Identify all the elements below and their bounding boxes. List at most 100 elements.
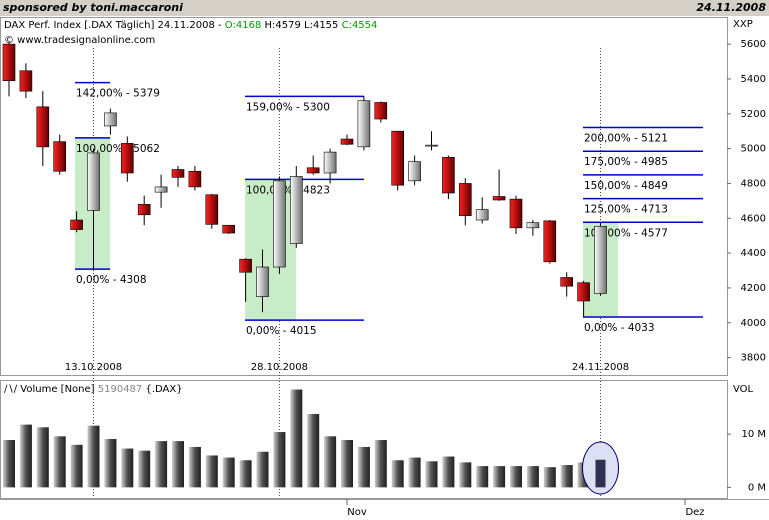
volume-bar [53,436,66,488]
y-tick-label: 5400 [741,74,766,85]
fib-label: 100,00% - 4823 [246,184,330,196]
volume-bar [205,455,218,488]
candle-down [19,70,33,92]
candle-down [340,138,354,145]
title-open: O:4168 [225,20,262,31]
volume-bar [374,440,387,488]
x-tick-label: 13.10.2008 [65,362,122,373]
volume-bar-highlighted [595,459,606,488]
volume-tick-label: 0 M [748,482,766,493]
y-tick-label: 4600 [741,213,766,224]
candle-down [2,43,16,81]
y-tick-label: 4800 [741,178,766,189]
candle-up [323,151,337,174]
candle-down [560,277,574,287]
y-tick-label: 4400 [741,248,766,259]
x-tick-label: 24.11.2008 [572,362,629,373]
fib-label: 0,00% - 4033 [584,322,655,334]
candle-up [425,144,438,147]
candle-down [239,258,252,273]
candle-down [53,141,67,172]
volume-bar [70,444,83,488]
candle-down [577,282,590,302]
title-text: DAX Perf. Index [.DAX Täglich] 24.11.200… [4,20,222,31]
volume-bar [510,466,522,488]
y-tick-label: 5200 [741,109,766,120]
volume-bar [239,460,252,488]
x-tick-label: 28.10.2008 [251,362,308,373]
candle-down [374,102,388,120]
y-tick-label: 4200 [741,283,766,294]
fib-label: 100,00% - 5062 [76,143,160,155]
candle-up [526,222,540,229]
candle-down [222,224,235,234]
y-axis-label: XXP [733,19,753,30]
y-tick-label: 5000 [741,144,766,155]
candle-down [188,170,202,188]
month-label: Dez [685,507,704,518]
volume-bar [87,425,100,488]
candle-down [391,130,405,186]
top-bar [0,0,769,16]
fib-label: 150,00% - 4849 [584,180,668,192]
candle-down [205,194,219,225]
volume-bar [341,440,353,488]
candle-up [87,152,100,211]
fib-label: 175,00% - 4985 [584,156,668,168]
volume-bar [256,451,269,488]
volume-bar [560,465,573,488]
fib-label: 125,00% - 4713 [584,204,668,216]
y-tick-label: 4000 [741,318,766,329]
candle-up [357,100,371,148]
header-date: 24.11.2008 [696,1,766,14]
candle-down [36,106,50,148]
volume-tick-label: 10 M [741,429,766,440]
candle-down [543,220,557,263]
volume-bar [357,446,370,488]
volume-bar [324,436,337,488]
sponsor: sponsored by toni.maccaroni [3,1,183,14]
volume-last: 5190487 [98,384,143,395]
volume-bar [307,413,320,488]
volume-bar [476,466,489,488]
candle-down [306,167,320,174]
y-tick-label: 3800 [741,353,766,364]
volume-bar [121,448,134,488]
volume-bar [391,460,404,488]
candle-up [104,112,117,127]
title-high-low: H:4579 L:4155 [265,20,339,31]
fib-label: 142,00% - 5379 [76,88,160,100]
fib-zone [245,179,296,321]
y-tick-label: 5600 [741,39,766,50]
volume-bar [493,466,506,488]
subtitle: © www.tradesignalonline.com [4,35,155,46]
volume-bar [526,466,539,488]
candle-down [509,198,523,229]
candle-down [171,169,185,178]
volume-title: ∕∖∕ Volume [None] 5190487 {.DAX} [4,384,183,395]
candle-down [442,157,455,194]
volume-bar [19,424,32,488]
volume-bar [442,456,455,488]
candle-up [289,176,303,244]
candle-down [458,183,472,216]
volume-bar [222,457,235,488]
candle-up [154,186,168,193]
fib-label: 0,00% - 4308 [76,274,147,286]
volume-bar [3,440,15,488]
candle-down [137,204,151,216]
volume-bar [290,389,303,488]
fib-label: 200,00% - 5121 [584,133,668,145]
volume-bar [543,467,556,488]
volume-bar [36,427,49,488]
volume-symbol: {.DAX} [145,384,182,395]
candle-down [492,196,506,201]
candle-down [121,143,134,174]
volume-bar [155,441,168,488]
month-label: Nov [347,507,367,518]
volume-bar [408,457,421,488]
volume-bar [188,446,201,488]
candle-up [475,209,489,221]
candle-up [256,266,269,297]
